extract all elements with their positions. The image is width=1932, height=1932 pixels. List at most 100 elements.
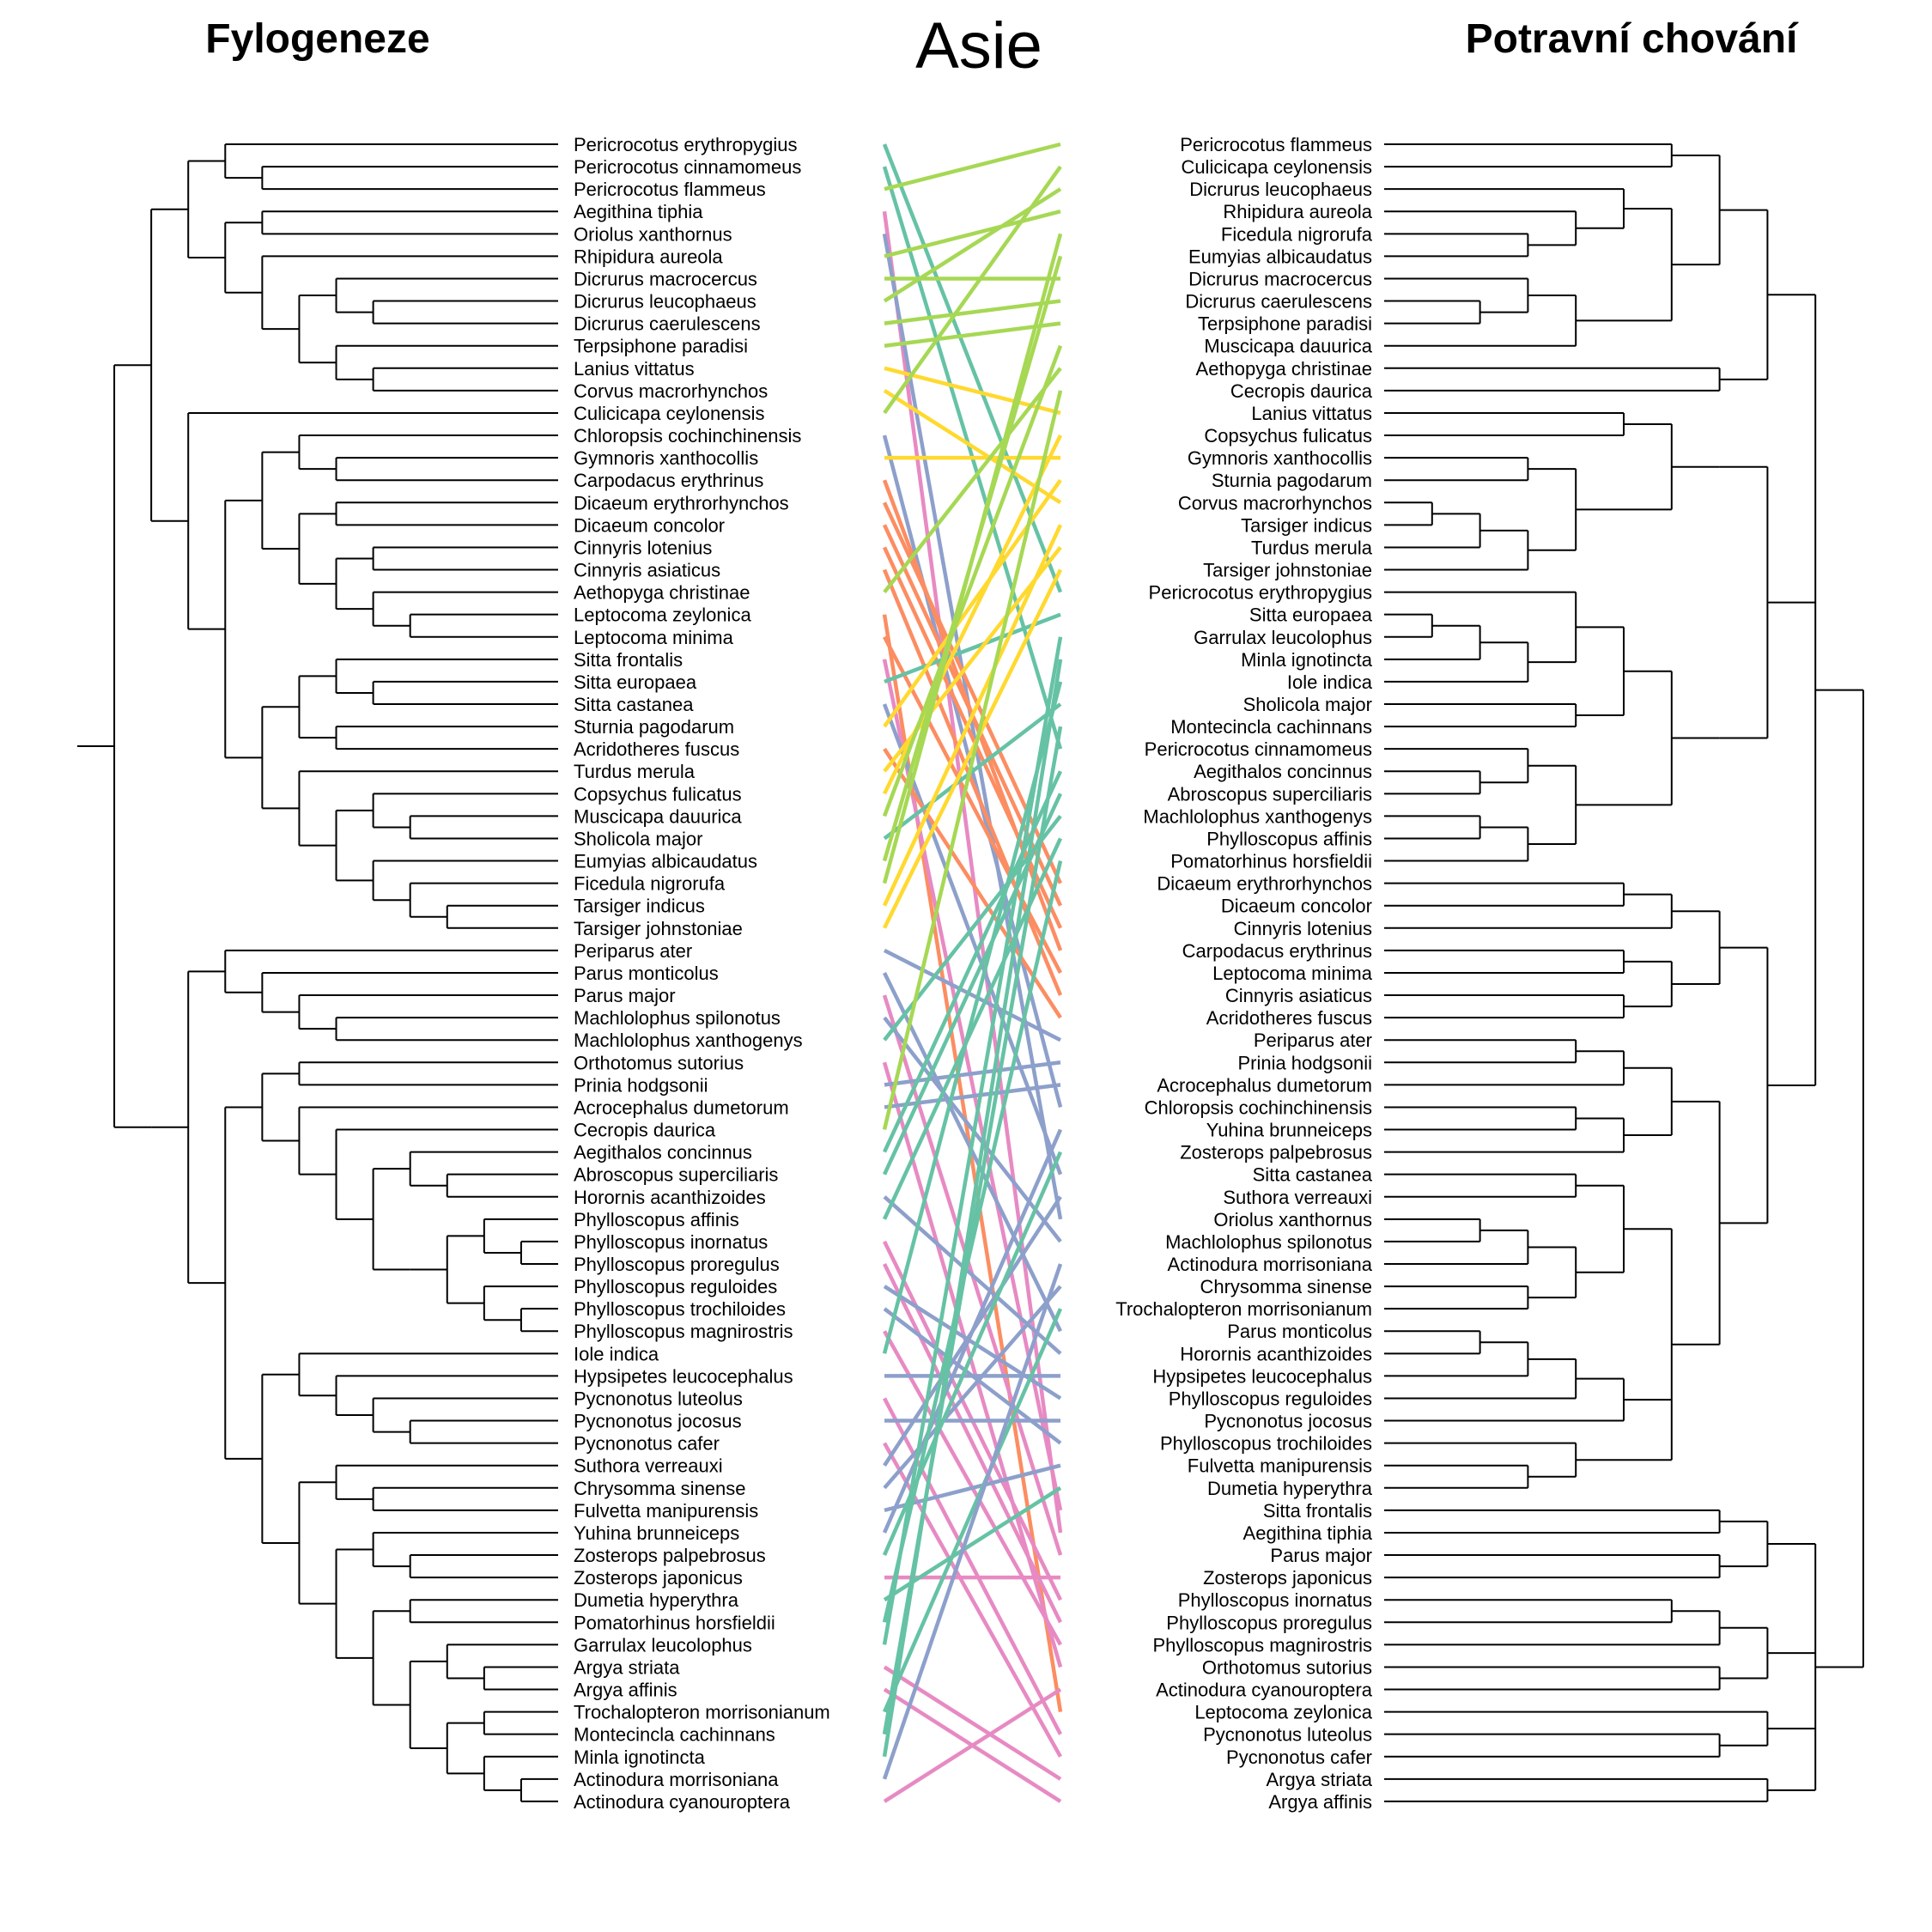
link-line [882,501,1063,884]
feeding-tip-label: Phylloscopus magnirostris [1152,1634,1372,1656]
feeding-tip-label: Montecincla cachinnans [1170,716,1372,738]
phylogeny-tip-label: Acrocephalus dumetorum [574,1097,789,1118]
feeding-tip-label: Acrocephalus dumetorum [1157,1074,1372,1096]
link-line [882,1263,1063,1780]
phylogeny-tip-label: Chrysomma sinense [574,1478,746,1499]
feeding-tip-label: Culicicapa ceylonensis [1181,156,1372,178]
feeding-tip-label: Chloropsis cochinchinensis [1145,1097,1372,1118]
feeding-tip-label: Eumyias albicaudatus [1188,246,1372,267]
phylogeny-tip-label: Minla ignotincta [574,1747,706,1768]
feeding-tip-label: Pericrocotus flammeus [1180,134,1372,155]
feeding-tip-label: Dicrurus leucophaeus [1189,179,1372,200]
phylogeny-tip-label: Dicrurus macrocercus [574,268,757,289]
phylogeny-tip-label: Iole indica [574,1343,659,1364]
phylogeny-tip-label: Carpodacus erythrinus [574,470,763,491]
phylogeny-tip-label: Sitta frontalis [574,649,683,671]
feeding-tip-label: Dicaeum erythrorhynchos [1157,873,1372,895]
feeding-tip-label: Sitta europaea [1249,605,1373,626]
link-line [882,703,1063,1176]
phylogeny-tip-label: Machlolophus spilonotus [574,1007,781,1029]
phylogeny-tip-label: Parus major [574,985,676,1006]
phylogeny-tip-label: Dumetia hyperythra [574,1589,739,1611]
link-line [883,1665,1062,1781]
phylogeny-tip-label: Tarsiger johnstoniae [574,918,743,939]
feeding-tip-label: Corvus macrorhynchos [1178,492,1372,513]
link-line [883,1195,1062,1356]
link-line [882,210,1063,1534]
feeding-tip-label: Periparus ater [1254,1030,1372,1051]
phylogeny-tip-label: Cinnyris lotenius [574,537,712,558]
feeding-tip-label: Turdus merula [1251,537,1373,558]
feeding-tip-label: Chrysomma sinense [1200,1276,1372,1297]
phylogeny-tip-label: Tarsiger indicus [574,896,705,917]
phylogeny-tip-label: Hypsipetes leucocephalus [574,1365,793,1387]
phylogeny-tip-label: Parus monticolus [574,963,719,984]
phylogeny-tip-label: Oriolus xanthornus [574,223,732,245]
feeding-tip-label: Dumetia hyperythra [1207,1478,1373,1499]
phylogeny-tip-label: Actinodura cyanouroptera [574,1791,791,1813]
feeding-tip-label: Acridotheres fuscus [1206,1007,1372,1029]
feeding-tip-label: Pycnonotus jocosus [1204,1411,1372,1432]
feeding-tip-label: Pycnonotus luteolus [1203,1724,1372,1746]
link-line [882,143,1063,593]
feeding-tip-label: Cinnyris lotenius [1234,918,1372,939]
phylogeny-tip-label: Pycnonotus jocosus [574,1411,742,1432]
phylogeny-tip-label: Leptocoma minima [574,627,734,648]
phylogeny-tip-label: Garrulax leucolophus [574,1634,752,1656]
feeding-tip-label: Prinia hodgsonii [1237,1052,1372,1073]
link-line [883,635,1062,975]
link-line [882,568,1063,929]
feeding-tip-label: Oriolus xanthornus [1213,1209,1372,1230]
phylogeny-tip-label: Dicrurus caerulescens [574,313,761,335]
feeding-tip-label: Leptocoma zeylonica [1194,1702,1372,1723]
phylogeny-tip-label: Dicrurus leucophaeus [574,291,756,313]
phylogeny-tip-label: Lanius vittatus [574,358,695,380]
feeding-tip-label: Suthora verreauxi [1223,1187,1372,1208]
feeding-tip-label: Yuhina brunneiceps [1206,1120,1372,1141]
feeding-tip-label: Argya striata [1267,1769,1373,1790]
link-line [882,344,1063,817]
link-line [882,659,1063,1511]
link-line [882,233,1063,884]
phylogeny-tip-label: Copsychus fulicatus [574,783,742,805]
phylogeny-tip-label: Orthotomus sutorius [574,1052,744,1073]
link-line [882,568,1063,996]
phylogeny-tip-label: Phylloscopus trochiloides [574,1298,786,1320]
feeding-tip-label: Phylloscopus trochiloides [1160,1433,1372,1455]
feeding-tip-label: Machlolophus spilonotus [1165,1231,1372,1253]
phylogeny-tip-label: Gymnoris xanthocollis [574,447,758,469]
phylogeny-tip-label: Trochalopteron morrisonianum [574,1702,830,1723]
phylogeny-tip-label: Aegithina tiphia [574,201,703,222]
feeding-tip-label: Argya affinis [1268,1791,1372,1813]
link-line [883,388,1062,505]
feeding-tip-label: Tarsiger johnstoniae [1203,560,1372,581]
phylogeny-tree [77,143,558,1802]
phylogeny-tip-label: Pycnonotus cafer [574,1433,720,1455]
feeding-tip-label: Minla ignotincta [1241,649,1373,671]
link-line [882,1263,1063,1624]
phylogeny-tip-label: Zosterops japonicus [574,1567,743,1589]
phylogeny-tip-label: Pericrocotus erythropygius [574,134,797,155]
feeding-tip-label: Leptocoma minima [1212,963,1373,984]
phylogeny-tip-label: Montecincla cachinnans [574,1724,775,1746]
feeding-tip-label: Horornis acanthizoides [1180,1343,1372,1364]
link-line [883,367,1062,593]
phylogeny-tip-label: Phylloscopus reguloides [574,1276,777,1297]
phylogeny-tip-label: Phylloscopus magnirostris [574,1321,793,1342]
phylogeny-tip-label: Actinodura morrisoniana [574,1769,779,1790]
link-line [883,948,1062,1042]
feeding-tip-label: Carpodacus erythrinus [1182,940,1372,962]
feeding-tip-label: Actinodura morrisoniana [1168,1254,1373,1275]
feeding-tip-label: Phylloscopus inornatus [1178,1589,1372,1611]
phylogeny-tip-label: Corvus macrorhynchos [574,380,768,402]
feeding-tip-label: Dicaeum concolor [1221,896,1372,917]
feeding-tip-label: Ficedula nigrorufa [1221,223,1373,245]
link-line [883,1687,1062,1803]
phylogeny-tip-label: Aethopyga christinae [574,582,750,604]
feeding-tip-label: Aegithalos concinnus [1194,761,1372,782]
phylogeny-tip-label: Sitta europaea [574,671,697,693]
feeding-tip-label: Tarsiger indicus [1241,514,1372,536]
feeding-tip-label: Aethopyga christinae [1196,358,1372,380]
link-line [882,793,1063,1176]
